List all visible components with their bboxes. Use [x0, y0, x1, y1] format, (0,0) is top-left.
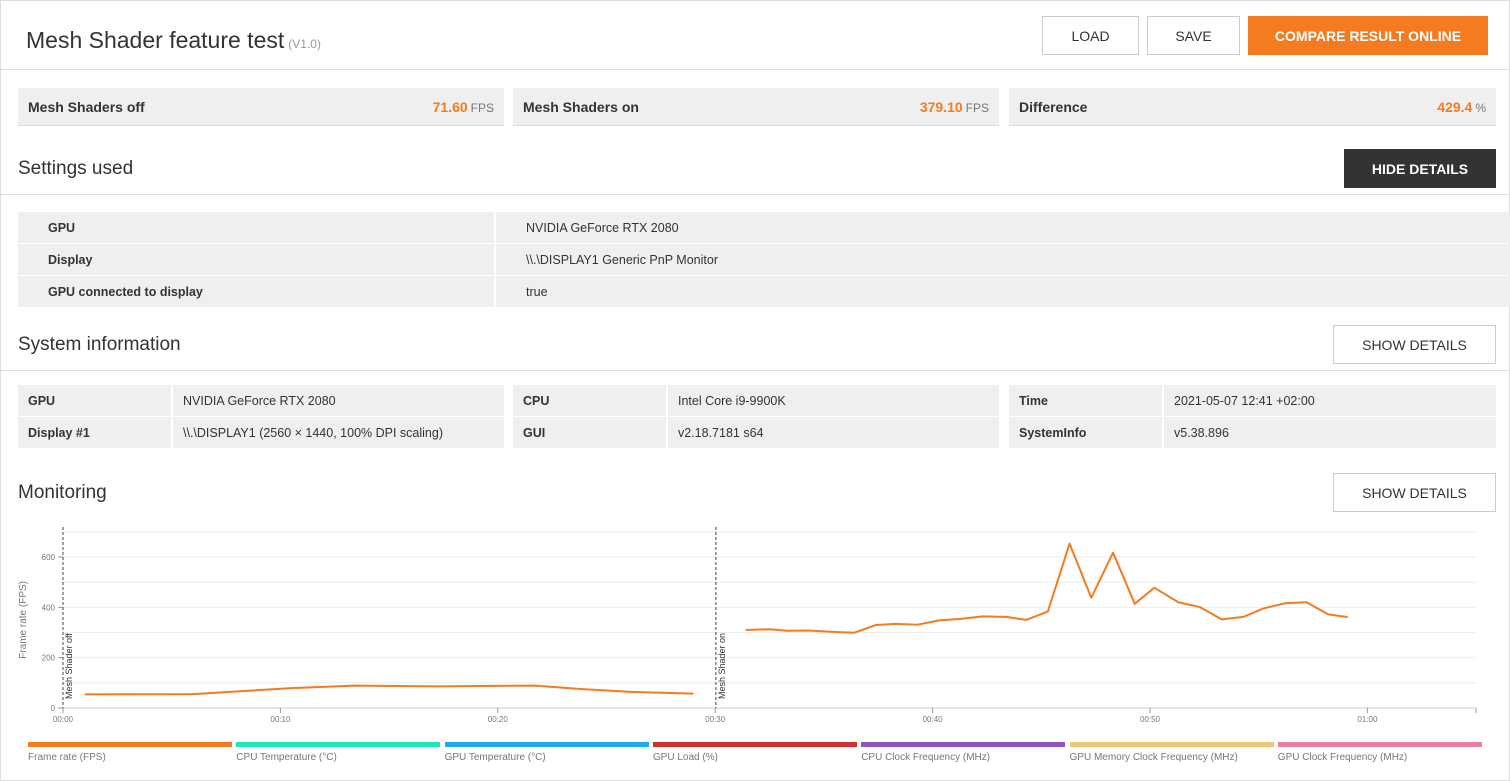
y-tick-label: 0 — [51, 704, 56, 713]
x-tick-label: 00:50 — [1140, 715, 1161, 724]
frame-rate-series — [84, 684, 694, 696]
frame-rate-chart: 0 200 400 600 00:00 00:10 00:20 00:30 00:40 00:50… — [18, 527, 1477, 724]
marker-label: Mesh Shader off — [64, 633, 74, 699]
settings-value: \\.\DISPLAY1 Generic PnP Monitor — [496, 244, 1510, 275]
result-unit: FPS — [965, 100, 989, 115]
divider — [1, 194, 1510, 195]
settings-label: GPU — [18, 212, 494, 243]
system-label: GUI — [513, 417, 666, 448]
legend-swatch[interactable] — [1277, 742, 1482, 747]
legend-label[interactable]: GPU Clock Frequency (MHz) — [1277, 752, 1408, 763]
legend-swatch[interactable] — [28, 742, 232, 747]
system-value: 2021-05-07 12:41 +02:00 — [1164, 385, 1496, 416]
result-label: Difference — [1019, 98, 1088, 115]
system-label: CPU — [513, 385, 666, 416]
y-tick-label: 200 — [42, 654, 56, 663]
monitoring-heading: Monitoring — [18, 482, 107, 503]
system-value: v5.38.896 — [1164, 417, 1496, 448]
system-value: NVIDIA GeForce RTX 2080 — [173, 385, 504, 416]
system-label: GPU — [18, 385, 171, 416]
settings-heading: Settings used — [18, 158, 134, 179]
legend-swatch[interactable] — [861, 742, 1066, 747]
settings-value: true — [496, 276, 1510, 307]
legend-label[interactable]: GPU Memory Clock Frequency (MHz) — [1069, 752, 1238, 763]
save-button[interactable]: SAVE — [1147, 16, 1240, 55]
result-card-on: Mesh Shaders on 379.10 FPS — [513, 88, 999, 126]
result-value: 71.60 — [432, 98, 468, 115]
result-label: Mesh Shaders off — [28, 98, 145, 115]
load-button[interactable]: LOAD — [1042, 16, 1139, 55]
legend-swatch[interactable] — [1069, 742, 1274, 747]
settings-label: Display — [18, 244, 494, 275]
compare-online-button[interactable]: COMPARE RESULT ONLINE — [1248, 16, 1488, 55]
system-info-heading: System information — [18, 334, 181, 355]
y-tick-label: 600 — [42, 553, 56, 562]
system-value: \\.\DISPLAY1 (2560 × 1440, 100% DPI scal… — [173, 417, 504, 448]
page-title: Mesh Shader feature test (V1.0) — [26, 27, 321, 54]
settings-label: GPU connected to display — [18, 276, 494, 307]
result-card-off: Mesh Shaders off 71.60 FPS — [18, 88, 504, 126]
x-tick-label: 00:20 — [488, 715, 509, 724]
result-card-difference: Difference 429.4% — [1009, 88, 1496, 126]
result-unit: % — [1475, 100, 1486, 115]
monitoring-show-details-button[interactable]: SHOW DETAILS — [1333, 473, 1496, 512]
x-tick-label: 01:00 — [1357, 715, 1378, 724]
marker-label: Mesh Shader on — [717, 633, 727, 699]
system-value: v2.18.7181 s64 — [668, 417, 999, 448]
y-axis-label: Frame rate (FPS) — [18, 581, 29, 659]
frame-rate-series — [745, 542, 1348, 634]
version-label: (V1.0) — [288, 37, 321, 51]
legend-swatch[interactable] — [236, 742, 441, 747]
result-value: 379.10 — [919, 98, 963, 115]
system-label: SystemInfo — [1009, 417, 1162, 448]
legend-swatch[interactable] — [444, 742, 649, 747]
x-tick-label: 00:30 — [705, 715, 726, 724]
legend-label[interactable]: GPU Temperature (°C) — [444, 752, 546, 763]
system-label: Time — [1009, 385, 1162, 416]
settings-value: NVIDIA GeForce RTX 2080 — [496, 212, 1510, 243]
result-value: 429.4 — [1437, 98, 1473, 115]
legend-label[interactable]: CPU Temperature (°C) — [236, 752, 337, 763]
system-label: Display #1 — [18, 417, 171, 448]
result-label: Mesh Shaders on — [523, 98, 639, 115]
legend-label[interactable]: GPU Load (%) — [652, 752, 718, 763]
x-tick-label: 00:40 — [923, 715, 944, 724]
result-unit: FPS — [470, 100, 494, 115]
hide-details-button[interactable]: HIDE DETAILS — [1344, 149, 1496, 188]
divider — [1, 69, 1510, 70]
x-tick-label: 00:00 — [53, 715, 74, 724]
legend-label[interactable]: CPU Clock Frequency (MHz) — [861, 752, 991, 763]
divider — [1, 370, 1510, 371]
system-value: Intel Core i9-9900K — [668, 385, 999, 416]
y-tick-label: 400 — [42, 603, 56, 612]
system-show-details-button[interactable]: SHOW DETAILS — [1333, 325, 1496, 364]
x-tick-label: 00:10 — [270, 715, 291, 724]
title-text: Mesh Shader feature test — [26, 27, 285, 53]
legend-swatch[interactable] — [652, 742, 857, 747]
legend-label[interactable]: Frame rate (FPS) — [28, 752, 106, 763]
